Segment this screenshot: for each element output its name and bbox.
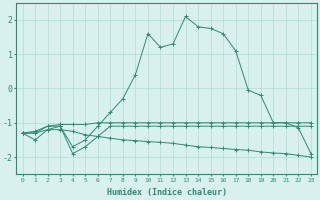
X-axis label: Humidex (Indice chaleur): Humidex (Indice chaleur) xyxy=(107,188,227,197)
